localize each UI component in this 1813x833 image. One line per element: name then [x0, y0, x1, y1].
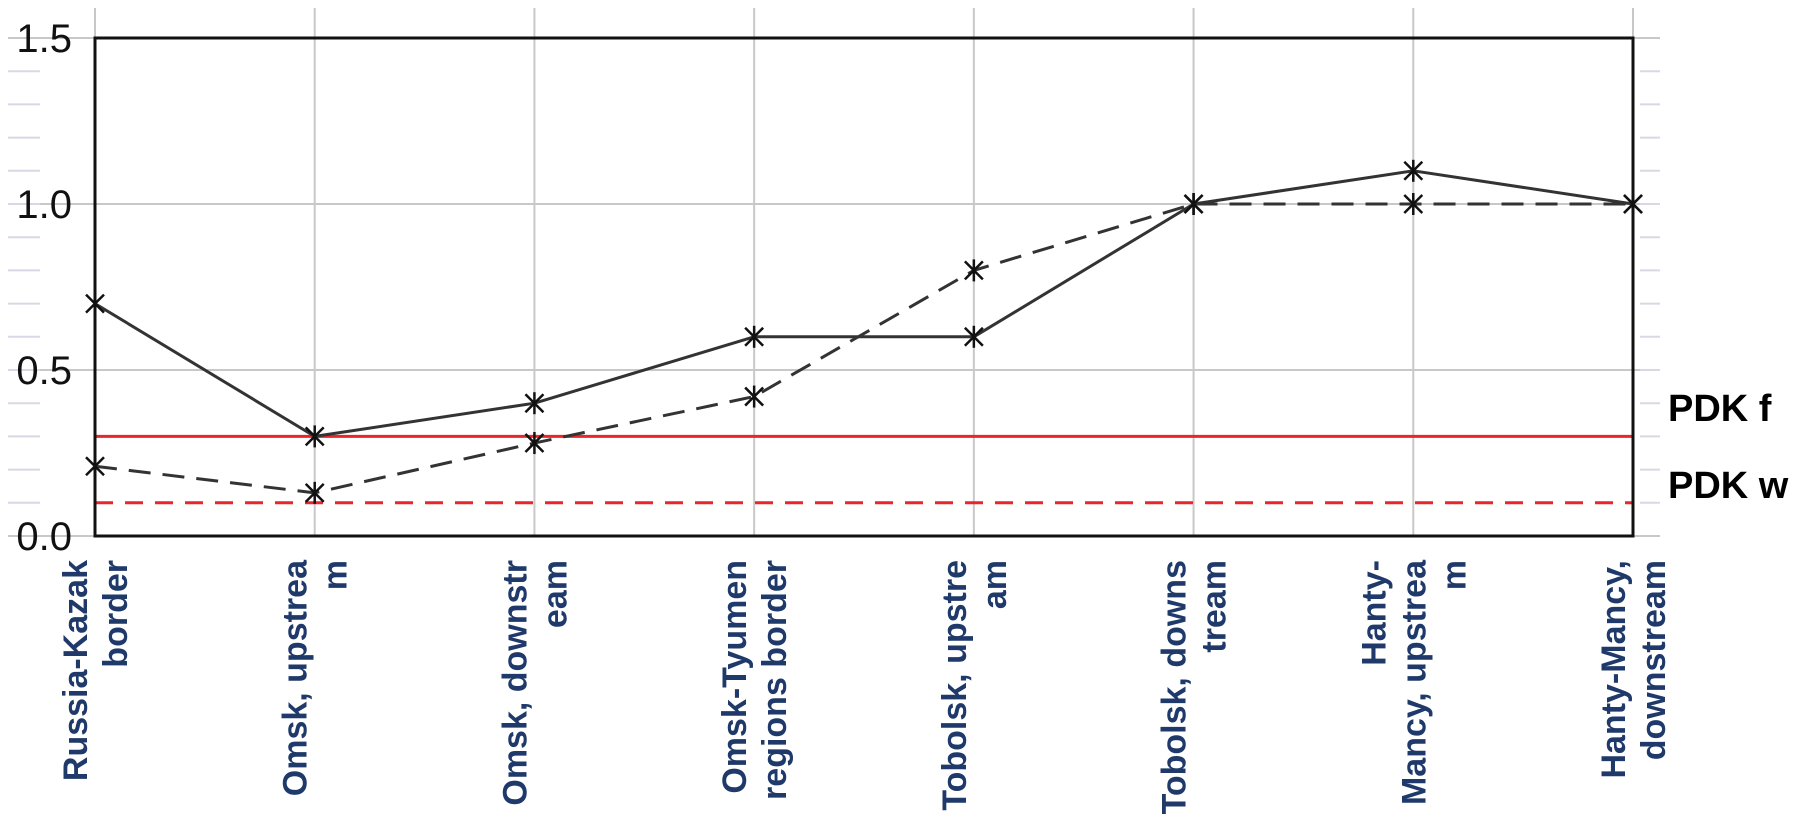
reference-lines [95, 434, 1633, 505]
series-point [524, 392, 545, 415]
series-point [1183, 193, 1204, 215]
series-lines [94, 169, 1634, 495]
x-tick-label: Omsk, upstrea m [277, 559, 355, 796]
x-tick-label-line: Russia-Kazak [57, 560, 95, 781]
series-point [744, 385, 765, 408]
x-tick-label-line: Omsk, upstrea [277, 559, 315, 796]
x-tick-label: Omsk, downstr eam [496, 560, 574, 806]
x-tick-label-line: border [97, 560, 135, 668]
series-point [304, 481, 325, 504]
plot-frame [93, 36, 1635, 538]
series-point [963, 325, 984, 348]
x-tick-label: Russia-Kazak border [57, 560, 135, 781]
x-tick-label-line: Mancy, upstrea [1395, 559, 1433, 805]
x-tick-label-line: eam [536, 560, 574, 628]
grid [8, 8, 1660, 537]
x-tick-label-line: m [317, 560, 355, 590]
x-tick-label-line: m [1435, 560, 1473, 590]
y-axis-tick-labels: 0.0 0.5 1.0 1.5 [16, 17, 72, 559]
x-tick-label-line: Tobolsk, downs [1156, 560, 1194, 814]
x-tick-label-line: regions border [756, 560, 794, 800]
series-point [744, 325, 765, 348]
series-point [304, 425, 325, 448]
y-tick-label: 1.5 [16, 17, 72, 61]
x-tick-label: Tobolsk, upstre am [936, 560, 1014, 811]
x-tick-label: Hanty-Mancy, downstream [1595, 560, 1673, 779]
x-axis-tick-labels: Russia-Kazak border Omsk, upstrea m Omsk, do… [57, 559, 1673, 814]
y-tick-label: 0.5 [16, 349, 72, 393]
series-point [963, 259, 984, 282]
series-markers [85, 159, 1643, 504]
reference-line-label: PDK f [1668, 388, 1772, 430]
series-point [1403, 159, 1424, 182]
x-tick-label-line: Hanty-Mancy, [1595, 560, 1633, 779]
x-tick-label-line: am [976, 560, 1014, 609]
series-point [524, 432, 545, 455]
x-tick-label-line: Tobolsk, upstre [936, 560, 974, 811]
x-tick-label: Omsk-Tyumen regions border [716, 560, 794, 800]
x-tick-label-line: Omsk, downstr [496, 560, 534, 806]
reference-line-labels: PDK f PDK w [1668, 388, 1789, 507]
x-tick-label-line: tream [1196, 560, 1234, 653]
series-line [94, 169, 1634, 438]
y-tick-label: 1.0 [16, 183, 72, 227]
series-line [94, 202, 1633, 495]
reference-line-label: PDK w [1668, 465, 1789, 507]
x-tick-label: Hanty- Mancy, upstrea m [1355, 559, 1473, 805]
y-tick-label: 0.0 [16, 515, 72, 559]
x-tick-label: Tobolsk, downs tream [1156, 560, 1234, 814]
x-tick-label-line: Hanty- [1355, 560, 1393, 666]
series-point [1403, 193, 1424, 215]
x-tick-label-line: Omsk-Tyumen [716, 560, 754, 794]
x-tick-label-line: downstream [1635, 560, 1673, 760]
